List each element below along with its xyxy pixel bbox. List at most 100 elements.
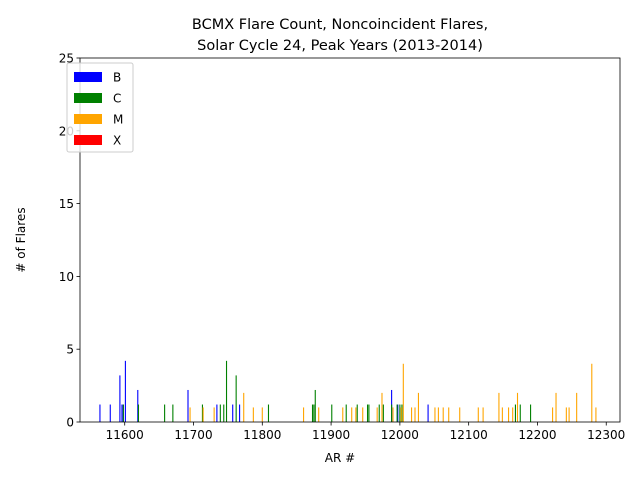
bar-b: [99, 404, 101, 422]
legend: BCMX: [66, 62, 134, 153]
bar-m: [355, 407, 357, 422]
bar-m: [552, 407, 554, 422]
legend-swatch-c: [74, 93, 102, 103]
bar-c: [235, 375, 237, 422]
bar-c: [201, 404, 203, 422]
legend-swatch-m: [74, 114, 102, 124]
bar-b: [239, 404, 241, 422]
bar-c: [368, 404, 370, 422]
bar-b: [109, 404, 111, 422]
chart-title-line-2: Solar Cycle 24, Peak Years (2013-2014): [197, 38, 483, 54]
bar-c: [311, 404, 314, 422]
x-tick-label: 12300: [587, 428, 625, 442]
x-tick-label: 11900: [312, 428, 350, 442]
legend-label-c: C: [113, 92, 121, 106]
bar-c: [366, 404, 369, 422]
bar-m: [381, 392, 383, 422]
bar-m: [442, 407, 444, 422]
bar-b: [216, 404, 218, 422]
bar-b: [232, 404, 234, 422]
bar-m: [213, 407, 215, 422]
bar-c: [382, 404, 384, 422]
bar-m: [555, 392, 557, 422]
bar-c: [356, 404, 358, 422]
bar-m: [576, 392, 578, 422]
bar-m: [482, 407, 484, 422]
legend-swatch-x: [74, 135, 102, 145]
bar-c: [401, 404, 403, 422]
bar-m: [508, 407, 510, 422]
bar-m: [243, 392, 245, 422]
bar-m: [437, 407, 439, 422]
bar-m: [434, 407, 436, 422]
legend-box: [66, 62, 134, 153]
bar-m: [498, 392, 500, 422]
bar-b: [187, 389, 189, 422]
bar-m: [516, 392, 519, 422]
bar-c: [225, 360, 228, 422]
bar-m: [261, 407, 263, 422]
bar-c: [172, 404, 174, 422]
bar-m: [512, 407, 514, 422]
bar-c: [164, 404, 166, 422]
bar-c: [219, 404, 221, 422]
bar-b: [427, 404, 429, 422]
bar-m: [400, 407, 402, 422]
bar-m: [417, 392, 419, 422]
bar-m: [591, 363, 593, 422]
bar-c: [137, 404, 140, 422]
bar-c: [314, 389, 316, 422]
bar-m: [477, 407, 479, 422]
bar-c: [122, 404, 124, 422]
legend-swatch-b: [74, 72, 102, 82]
bar-m: [318, 407, 320, 422]
y-tick-label: 5: [66, 343, 74, 357]
legend-label-x: X: [113, 134, 121, 148]
bar-b: [124, 360, 126, 422]
bar-m: [414, 407, 416, 422]
bar-c: [267, 404, 270, 422]
bar-m: [501, 407, 503, 422]
x-tick-label: 12000: [381, 428, 419, 442]
bar-b: [119, 375, 121, 422]
bar-c: [223, 404, 225, 422]
y-tick-label: 0: [66, 416, 74, 430]
bar-m: [595, 407, 597, 422]
chart-title-line-1: BCMX Flare Count, Noncoincident Flares,: [192, 17, 488, 33]
bar-c: [313, 404, 315, 422]
bar-m: [342, 407, 344, 422]
bar-m: [189, 407, 191, 422]
legend-label-b: B: [113, 71, 121, 85]
plot-area-frame: [79, 57, 621, 423]
x-tick-label: 11600: [106, 428, 144, 442]
x-tick-label: 11700: [174, 428, 212, 442]
y-tick-label: 25: [59, 52, 74, 66]
x-tick-label: 12200: [518, 428, 556, 442]
bar-c: [378, 404, 380, 422]
bar-b: [121, 404, 123, 422]
bar-c: [519, 404, 521, 422]
bar-m: [362, 407, 364, 422]
y-tick-label: 15: [59, 197, 74, 211]
y-tick-label: 10: [59, 270, 74, 284]
x-tick-label: 12100: [450, 428, 488, 442]
x-tick-label: 11800: [243, 428, 281, 442]
bar-m: [411, 407, 413, 422]
bar-m: [392, 407, 394, 422]
x-axis-label: AR #: [325, 451, 355, 465]
bar-m: [376, 407, 378, 422]
legend-label-m: M: [113, 113, 123, 127]
bar-marks: [99, 360, 597, 422]
bar-m: [459, 407, 461, 422]
bar-b: [137, 389, 139, 422]
bar-m: [351, 407, 353, 422]
bar-m: [202, 407, 204, 422]
bar-c: [391, 404, 393, 422]
bar-m: [303, 407, 305, 422]
bar-m: [252, 407, 254, 422]
bar-c: [514, 404, 516, 422]
bar-c: [530, 404, 532, 422]
bar-b: [397, 404, 399, 422]
bar-m: [402, 363, 404, 422]
